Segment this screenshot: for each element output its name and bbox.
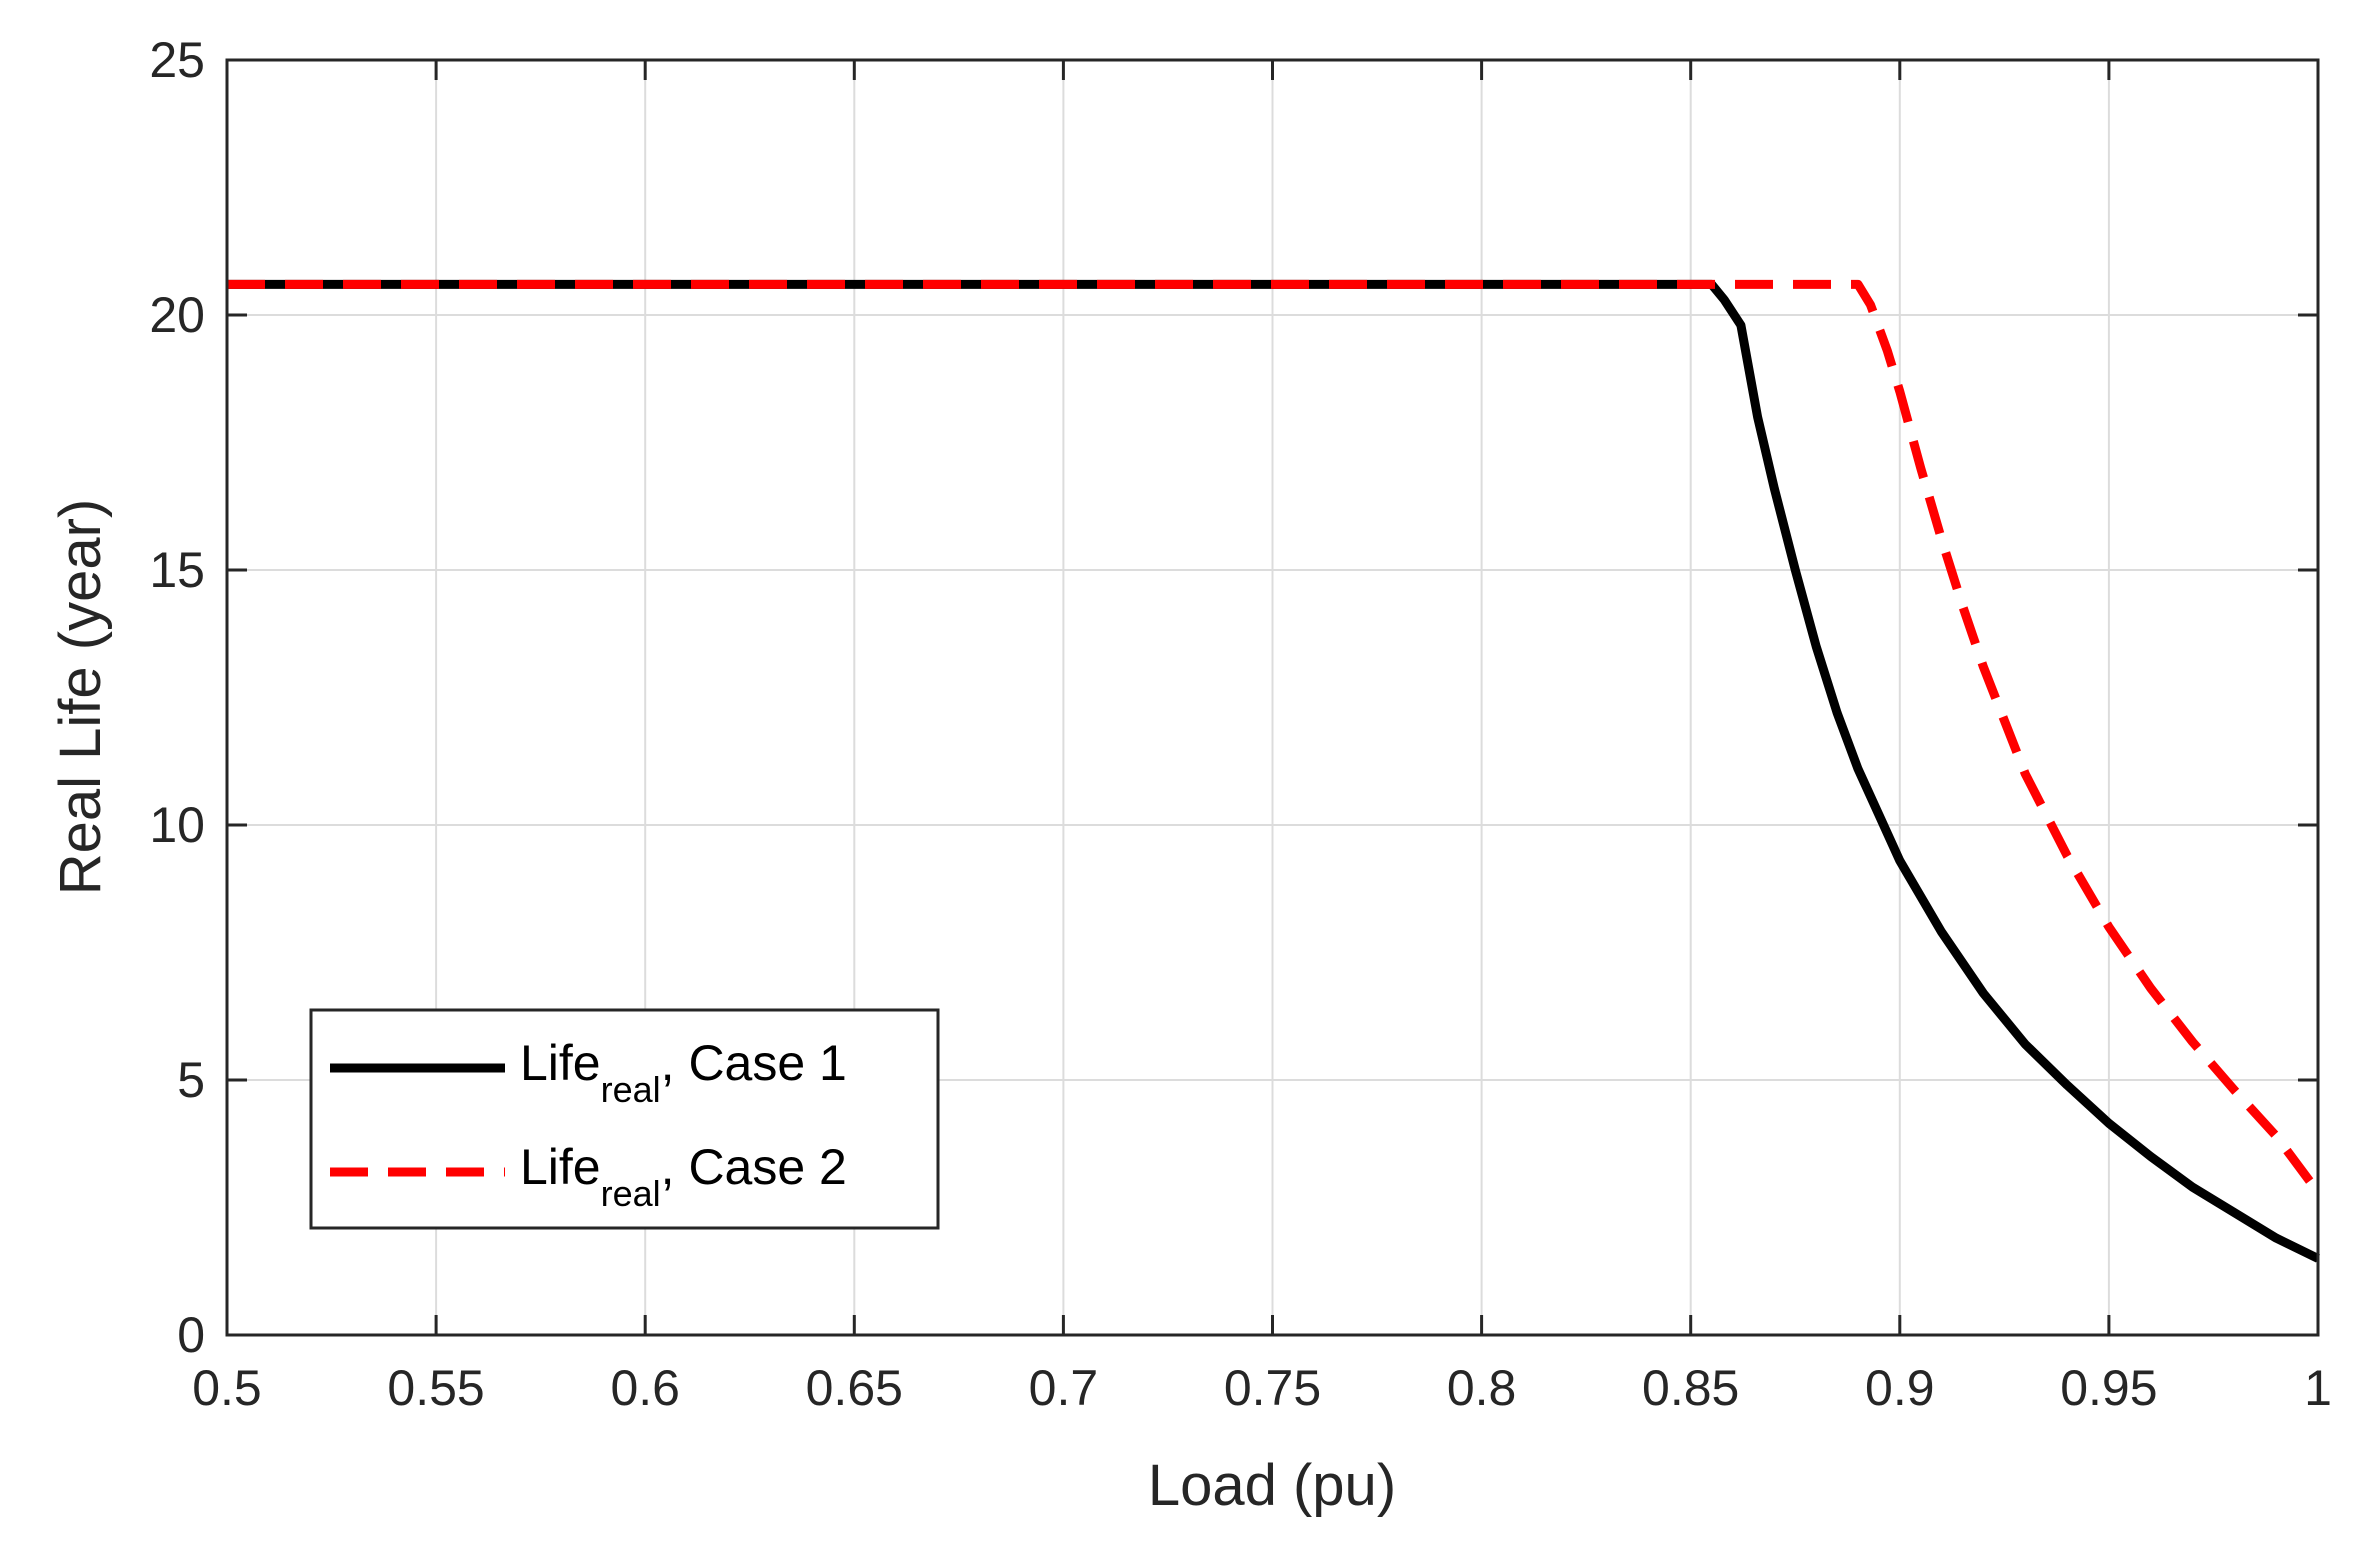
x-tick-label: 0.5 [192,1360,262,1416]
y-tick-label: 25 [149,32,205,88]
legend-box [309,1008,940,1230]
x-tick-label: 0.75 [1224,1360,1321,1416]
legend-label-case-2-main: Life [520,1139,601,1195]
y-tick-label: 5 [177,1052,205,1108]
x-tick-label: 0.55 [387,1360,484,1416]
x-tick-label: 0.7 [1029,1360,1099,1416]
legend-label-case-1-suffix: , Case 1 [661,1035,847,1091]
x-tick-label: 0.8 [1447,1360,1517,1416]
x-tick-label: 0.65 [806,1360,903,1416]
x-axis-title: Load (pu) [1148,1453,1396,1518]
axis-ticks [225,58,2320,1337]
y-tick-label: 20 [149,287,205,343]
x-tick-label: 0.95 [2060,1360,2157,1416]
series-layer [227,279,2322,1263]
y-axis-title: Real Life (year) [48,499,113,895]
x-tick-label: 1 [2304,1360,2332,1416]
y-tick-label: 15 [149,542,205,598]
x-tick-labels: 0.5 0.55 0.6 0.65 0.7 0.75 0.8 0.85 0.9 0.95 1 [192,1360,2332,1416]
legend-label-case-1-sub: real [601,1069,661,1110]
legend-label-case-1-main: Life [520,1035,601,1091]
series-line-case-2 [227,279,2322,1195]
y-tick-label: 10 [149,797,205,853]
legend-label-case-1: Lifereal, Case 1 [520,1035,847,1110]
series-line-case-1 [227,279,2320,1263]
legend-label-case-2-sub: real [601,1173,661,1214]
legend: Lifereal, Case 1 Lifereal, Case 2 [309,1008,940,1230]
x-tick-label: 0.9 [1865,1360,1935,1416]
y-tick-labels: 0 5 10 15 20 25 [149,32,205,1363]
x-tick-label: 0.85 [1642,1360,1739,1416]
y-tick-label: 0 [177,1307,205,1363]
legend-label-case-2-suffix: , Case 2 [661,1139,847,1195]
x-tick-label: 0.6 [610,1360,680,1416]
legend-label-case-2: Lifereal, Case 2 [520,1139,847,1214]
